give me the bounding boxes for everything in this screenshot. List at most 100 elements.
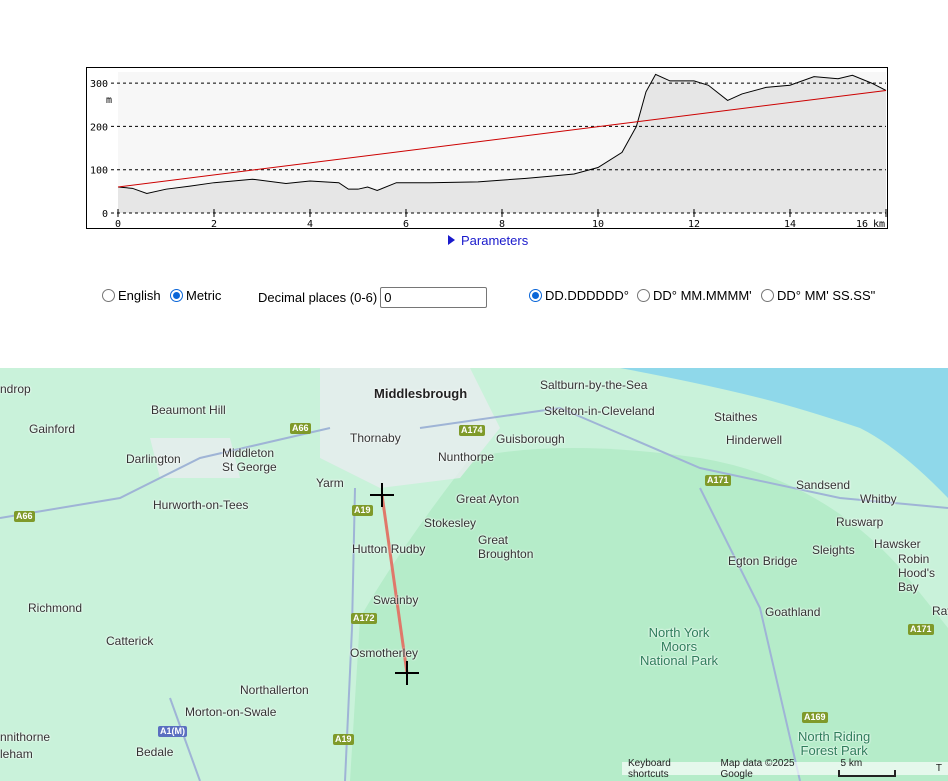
road-shield: A171 xyxy=(705,475,731,486)
y-tick-label: 200 xyxy=(90,122,108,133)
road-shield: A169 xyxy=(802,712,828,723)
terms-link[interactable]: T xyxy=(935,763,942,774)
y-tick-label: 0 xyxy=(102,209,108,220)
format-dms-radio[interactable]: DD° MM' SS.SS" xyxy=(761,288,875,303)
keyboard-shortcuts-link[interactable]: Keyboard shortcuts xyxy=(628,757,671,780)
scale-label: 5 km xyxy=(840,757,863,769)
map-place-label[interactable]: ndrop xyxy=(0,382,31,396)
y-axis-unit: m xyxy=(106,95,112,106)
radio-icon[interactable] xyxy=(170,289,183,302)
x-tick-label: 0 xyxy=(115,219,121,230)
map-place-label[interactable]: Richmond xyxy=(28,601,83,615)
map-place-label[interactable]: Hurworth-on-Tees xyxy=(153,498,249,512)
x-tick-label: 12 xyxy=(688,219,700,230)
map-place-label[interactable]: Bedale xyxy=(136,745,174,759)
units-metric-radio[interactable]: Metric xyxy=(170,288,221,303)
radio-icon[interactable] xyxy=(761,289,774,302)
map-place-label[interactable]: Goathland xyxy=(765,605,821,619)
scale-indicator[interactable]: 5 km xyxy=(828,758,929,780)
map-footer: Keyboard shortcuts Map data ©2025 Google… xyxy=(622,758,948,780)
map-place-label[interactable]: Guisborough xyxy=(496,432,565,446)
x-tick-label: 8 xyxy=(499,219,505,230)
x-axis-unit: km xyxy=(873,219,885,230)
map-place-label[interactable]: Middleton St George xyxy=(222,446,277,474)
radio-label: English xyxy=(118,288,161,303)
map-place-label[interactable]: Nunthorpe xyxy=(438,450,495,464)
x-tick-label: 14 xyxy=(784,219,796,230)
elevation-area xyxy=(118,74,886,213)
y-tick-label: 300 xyxy=(90,79,108,90)
triangle-right-icon xyxy=(448,235,455,245)
map-place-label[interactable]: Middlesbrough xyxy=(374,386,468,401)
map-place-label[interactable]: nnithorne xyxy=(0,730,51,744)
map-background xyxy=(0,368,948,781)
x-tick-label: 16 xyxy=(856,219,868,230)
road-shield: A66 xyxy=(14,511,35,522)
map-place-label[interactable]: Ruswarp xyxy=(836,515,884,529)
map-place-label[interactable]: Catterick xyxy=(106,634,154,648)
map-place-label[interactable]: North York Moors National Park xyxy=(640,625,719,668)
map-place-label[interactable]: Hawsker xyxy=(874,537,921,551)
line-of-sight xyxy=(117,89,887,188)
map-place-label[interactable]: Northallerton xyxy=(240,683,309,697)
profile-path-line xyxy=(380,494,409,674)
radio-label: DD.DDDDDD° xyxy=(545,288,629,303)
map-place-label[interactable]: Darlington xyxy=(126,452,181,466)
radio-label: DD° MM.MMMM' xyxy=(653,288,752,303)
map-place-label[interactable]: Yarm xyxy=(316,476,344,490)
map-place-label[interactable]: Sandsend xyxy=(796,478,851,492)
decimal-places-input[interactable] xyxy=(380,287,488,308)
parameters-label: Parameters xyxy=(461,233,529,248)
map-place-label[interactable]: Sleights xyxy=(812,543,855,557)
road-shield: A19 xyxy=(352,505,373,516)
units-english-radio[interactable]: English xyxy=(102,288,161,303)
map-place-label[interactable]: Hutton Rudby xyxy=(352,542,426,556)
decimal-places-label: Decimal places (0-6) xyxy=(258,290,378,305)
y-tick-label: 100 xyxy=(90,166,108,177)
map-place-label[interactable]: Thornaby xyxy=(350,431,401,445)
map-place-label[interactable]: Beaumont Hill xyxy=(151,403,226,417)
map-place-label[interactable]: Osmotherley xyxy=(350,646,419,660)
format-dd-radio[interactable]: DD.DDDDDD° xyxy=(529,288,629,303)
map-place-label[interactable]: Stokesley xyxy=(424,516,477,530)
map-place-label[interactable]: North Riding Forest Park xyxy=(798,729,871,758)
map-place-label[interactable]: Robin Hood's Bay xyxy=(898,552,935,594)
decimal-places-group: Decimal places (0-6) xyxy=(258,287,488,308)
map-place-label[interactable]: Saltburn-by-the-Sea xyxy=(540,378,648,392)
radio-icon[interactable] xyxy=(102,289,115,302)
x-tick-label: 4 xyxy=(307,219,313,230)
map-place-label[interactable]: Hinderwell xyxy=(726,433,783,447)
road-shield: A172 xyxy=(351,613,377,624)
road-shield: A19 xyxy=(333,734,354,745)
map-data-attribution: Map data ©2025 Google xyxy=(720,757,795,780)
parameters-toggle[interactable]: Parameters xyxy=(448,233,528,248)
map-place-label[interactable]: Egton Bridge xyxy=(728,554,798,568)
radio-label: DD° MM' SS.SS" xyxy=(777,288,876,303)
map-place-label[interactable]: Staithes xyxy=(714,410,758,424)
map-place-label[interactable]: Great Ayton xyxy=(456,492,520,506)
elevation-chart-svg: 0 100 200 300 m 0 2 4 6 8 10 12 14 16 km xyxy=(90,72,887,230)
radio-icon[interactable] xyxy=(529,289,542,302)
elevation-line xyxy=(117,73,887,195)
road-shield: A1(M) xyxy=(158,726,187,737)
map-place-label[interactable]: Whitby xyxy=(860,492,897,506)
settings-row: English Metric Decimal places (0-6) DD.D… xyxy=(102,287,902,310)
map-place-label[interactable]: Great Broughton xyxy=(478,533,534,561)
x-tick-label: 6 xyxy=(403,219,409,230)
map[interactable]: ndrop Beaumont Hill Middlesbrough Saltburn-… xyxy=(0,368,948,781)
radio-label: Metric xyxy=(186,288,222,303)
elevation-profile-chart: 0 100 200 300 m 0 2 4 6 8 10 12 14 16 km xyxy=(86,67,888,230)
map-place-label[interactable]: Morton-on-Swale xyxy=(185,705,277,719)
x-tick-label: 2 xyxy=(211,219,217,230)
map-place-label[interactable]: Swainby xyxy=(373,593,419,607)
x-tick-label: 10 xyxy=(592,219,604,230)
map-place-label[interactable]: Rav xyxy=(932,604,948,618)
map-place-label[interactable]: Skelton-in-Cleveland xyxy=(544,404,655,418)
radio-icon[interactable] xyxy=(637,289,650,302)
scale-bar xyxy=(838,769,897,777)
map-place-label[interactable]: leham xyxy=(0,747,33,761)
format-dm-radio[interactable]: DD° MM.MMMM' xyxy=(637,288,752,303)
map-place-label[interactable]: Gainford xyxy=(29,422,76,436)
road-shield: A66 xyxy=(290,423,311,434)
road-shield: A174 xyxy=(459,425,485,436)
